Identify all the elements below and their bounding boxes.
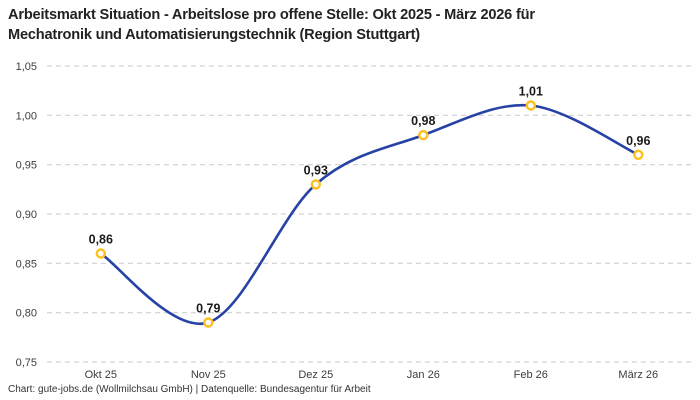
y-tick-label: 1,05 xyxy=(16,61,37,73)
data-point-label: 0,79 xyxy=(196,302,220,316)
data-point-label: 0,93 xyxy=(304,163,328,177)
chart-title-line1: Arbeitsmarkt Situation - Arbeitslose pro… xyxy=(8,7,535,23)
x-tick-label: Feb 26 xyxy=(514,369,548,381)
x-tick-label: Okt 25 xyxy=(85,369,117,381)
series-line xyxy=(99,103,640,326)
data-point-marker[interactable] xyxy=(203,317,214,328)
data-point-label: 0,86 xyxy=(89,233,113,247)
y-tick-label: 0,95 xyxy=(16,160,37,172)
data-point-marker[interactable] xyxy=(525,100,536,111)
chart-credit: Chart: gute-jobs.de (Wollmilchsau GmbH) … xyxy=(8,384,371,395)
data-point-label: 1,01 xyxy=(519,85,543,99)
chart-title: Arbeitsmarkt Situation - Arbeitslose pro… xyxy=(8,5,535,45)
data-point-marker[interactable] xyxy=(95,248,107,259)
x-tick-label: Dez 25 xyxy=(298,369,333,381)
y-tick-label: 0,75 xyxy=(16,357,37,369)
y-tick-label: 0,85 xyxy=(16,258,37,270)
x-tick-label: März 26 xyxy=(618,369,658,381)
data-point-marker[interactable] xyxy=(310,179,321,190)
chart-title-line2: Mechatronik und Automatisierungstechnik … xyxy=(8,27,420,44)
y-tick-label: 0,90 xyxy=(16,209,37,221)
data-point-label: 0,96 xyxy=(626,134,650,148)
y-tick-label: 1,00 xyxy=(16,110,37,122)
y-tick-label: 0,80 xyxy=(16,308,37,320)
x-tick-label: Jan 26 xyxy=(407,369,440,381)
x-tick-label: Nov 25 xyxy=(191,369,226,381)
data-point-marker[interactable] xyxy=(633,149,644,161)
data-point-marker[interactable] xyxy=(418,129,429,141)
data-point-label: 0,98 xyxy=(411,114,435,128)
